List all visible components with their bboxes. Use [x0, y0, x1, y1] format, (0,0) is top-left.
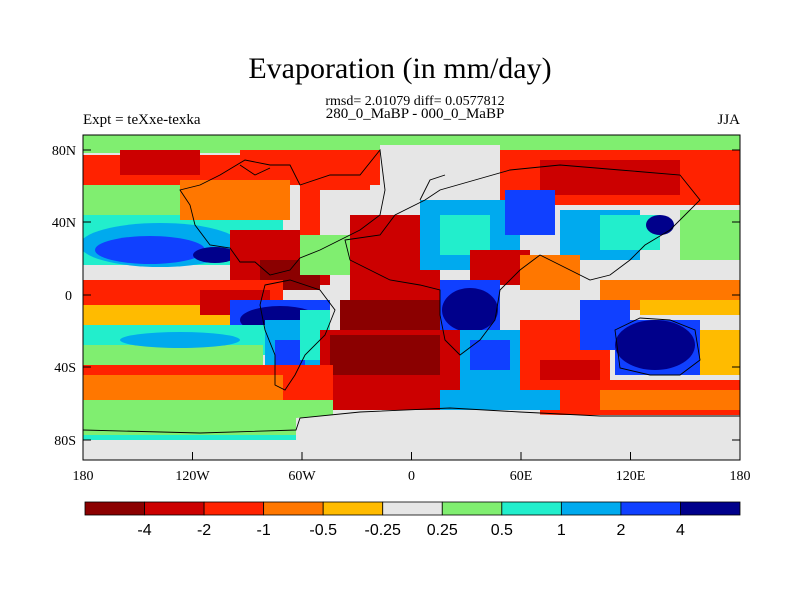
x-tick-label: 60W — [288, 469, 316, 484]
colorbar-label: -2 — [197, 522, 211, 539]
colorbar-swatch — [680, 501, 741, 516]
axis-ticks — [82, 149, 741, 460]
y-tick-label: 40N — [52, 216, 76, 231]
colorbar-swatch — [560, 501, 622, 516]
colorbar-label: -4 — [137, 522, 151, 539]
colorbar-label: 2 — [616, 522, 625, 539]
coastlines — [83, 148, 740, 434]
experiment-label: Expt = teXxe-texka — [83, 112, 201, 128]
map-subtitle: 280_0_MaBP - 000_0_MaBP — [325, 106, 505, 122]
colorbar-label: -1 — [257, 522, 271, 539]
y-tick-label: 80S — [54, 434, 76, 449]
colorbar-swatch — [382, 501, 443, 516]
y-tick-label: 40S — [54, 361, 76, 376]
season-label: JJA — [717, 112, 740, 128]
x-tick-label: 120E — [616, 469, 646, 484]
y-tick-label: 0 — [65, 289, 72, 304]
colorbar-label: 1 — [557, 522, 566, 539]
colorbar-swatch — [322, 501, 384, 516]
x-tick-label: 120W — [175, 469, 210, 484]
x-tick-label: 180 — [730, 469, 751, 484]
colorbar: -4 -2 -1 -0.5 -0.25 0.25 0.5 1 2 4 — [84, 501, 741, 539]
x-tick-label: 180 — [73, 469, 94, 484]
field-layer — [83, 135, 740, 460]
y-tick-label: 80N — [52, 144, 76, 159]
colorbar-swatch — [263, 501, 324, 516]
colorbar-label: 0.25 — [427, 522, 458, 539]
colorbar-label: -0.5 — [309, 522, 337, 539]
x-tick-label: 60E — [510, 469, 533, 484]
colorbar-swatch — [501, 501, 562, 516]
colorbar-label: 0.5 — [491, 522, 513, 539]
x-tick-label: 0 — [408, 469, 415, 484]
colorbar-swatch — [84, 501, 145, 516]
colorbar-swatch — [144, 501, 205, 516]
colorbar-label: 4 — [676, 522, 685, 539]
map-title: Evaporation (in mm/day) — [248, 52, 552, 85]
colorbar-swatch — [203, 501, 265, 516]
colorbar-label: -0.25 — [364, 522, 401, 539]
colorbar-swatch — [620, 501, 681, 516]
colorbar-swatch — [441, 501, 503, 516]
stats-line: rmsd= 2.01079 diff= 0.0577812 — [325, 94, 505, 109]
